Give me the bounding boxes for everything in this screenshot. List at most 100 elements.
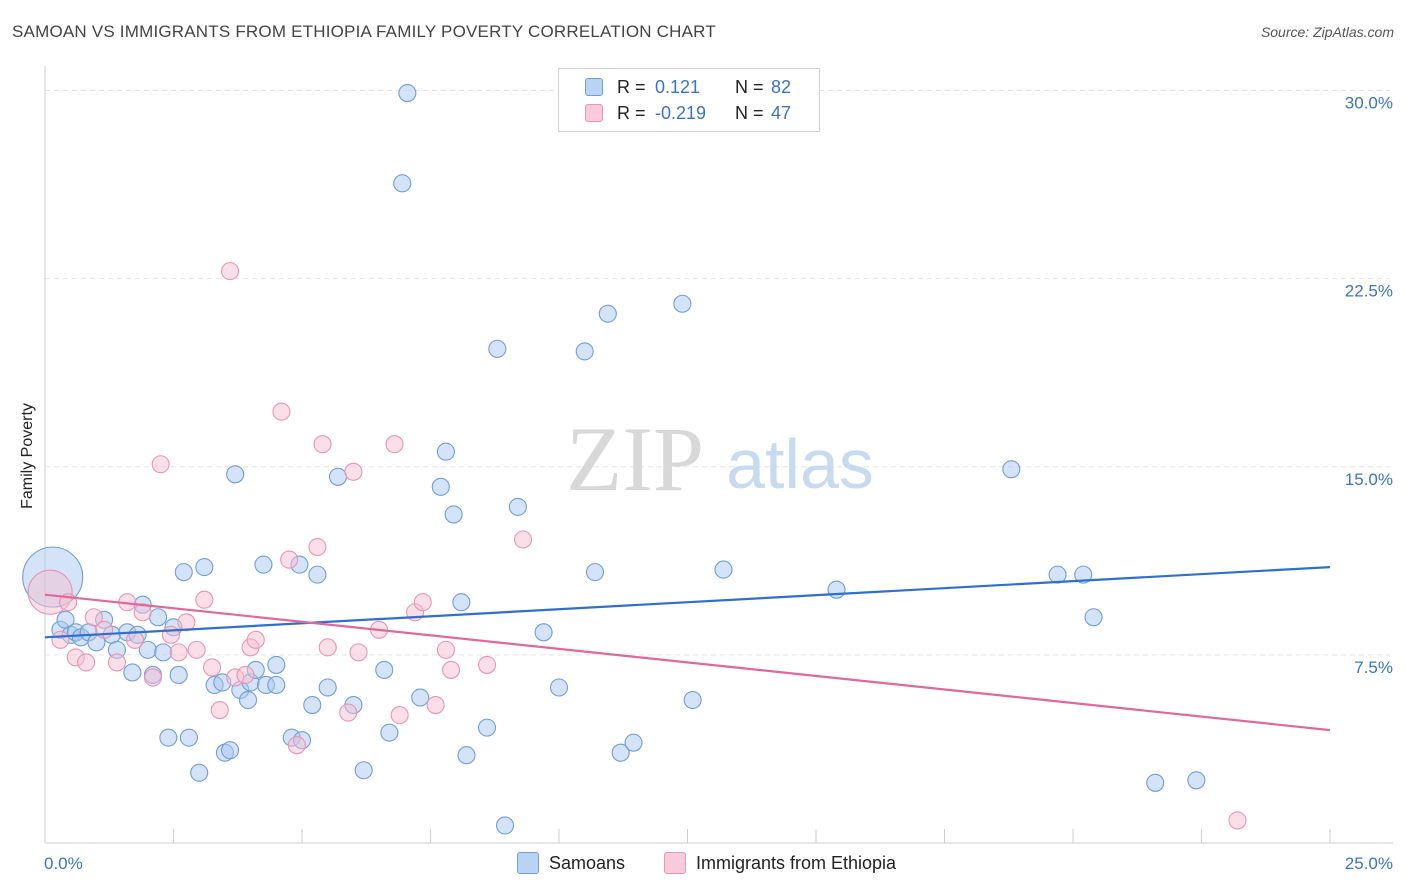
samoan-point — [1146, 773, 1165, 792]
ethiopia-point — [236, 665, 255, 685]
legend-swatch-pink — [585, 104, 603, 122]
samoan-point — [411, 688, 430, 707]
ethiopia-point — [161, 625, 180, 644]
legend-row-ethiopia: R = -0.219 N = 47 — [585, 100, 791, 126]
samoan-point — [452, 593, 471, 612]
samoan-point — [380, 723, 399, 742]
ethiopia-point — [442, 660, 461, 679]
samoan-point — [149, 608, 168, 627]
x-tick-label: 0.0% — [44, 854, 83, 873]
ethiopia-point — [413, 593, 432, 612]
legend-swatch-samoans — [517, 852, 539, 874]
samoan-point — [508, 497, 527, 516]
legend-label-samoans: Samoans — [549, 852, 626, 873]
ethiopia-point — [143, 668, 162, 687]
samoan-point — [598, 304, 617, 323]
ethiopia-point — [84, 608, 103, 627]
ethiopia-point — [210, 701, 229, 720]
samoan-point — [308, 565, 327, 584]
samoan-point — [174, 563, 193, 582]
ethiopia-point — [385, 435, 404, 454]
samoan-point — [431, 477, 450, 496]
legend-row-samoans: R = 0.121 N = 82 — [585, 74, 791, 100]
samoan-point — [477, 718, 497, 737]
samoan-point — [611, 743, 630, 762]
samoan-point — [123, 663, 142, 682]
samoan-point — [585, 563, 605, 582]
ethiopia-point — [318, 638, 337, 657]
samoan-point — [673, 294, 692, 313]
legend-r-label: R = — [617, 102, 646, 123]
samoan-point — [303, 695, 322, 715]
ethiopia-point — [177, 613, 196, 632]
samoan-point — [159, 728, 178, 747]
ethiopia-point — [436, 640, 455, 659]
samoan-point — [1187, 771, 1206, 790]
samoan-point — [154, 643, 173, 662]
ethiopia-point — [339, 703, 358, 722]
samoan-point — [169, 665, 188, 685]
legend-item-samoans[interactable]: Samoans — [517, 852, 625, 874]
ethiopia-point — [477, 655, 497, 674]
legend-n-label: N = — [735, 102, 764, 123]
samoan-point — [328, 467, 348, 486]
samoan-point — [488, 339, 507, 358]
legend-n-value: 82 — [771, 76, 792, 97]
samoan-point — [1074, 565, 1093, 584]
legend-swatch-blue — [585, 78, 603, 96]
y-tick-label: 22.5% — [1345, 282, 1393, 301]
y-tick-label: 7.5% — [1354, 658, 1393, 677]
ethiopia-point — [203, 658, 222, 677]
ethiopia-trend-line — [44, 593, 1331, 732]
ethiopia-point — [349, 643, 368, 662]
legend-n-label: N = — [735, 76, 764, 97]
ethiopia-point — [125, 630, 144, 649]
series-ethiopia — [27, 262, 1247, 830]
samoan-point — [714, 560, 733, 579]
ethiopia-point — [220, 262, 240, 281]
ethiopia-point — [187, 640, 206, 659]
samoan-point — [190, 763, 209, 782]
samoan-trend-line — [44, 566, 1331, 639]
legend-n-value: 47 — [771, 102, 792, 123]
samoan-point — [827, 580, 846, 599]
ethiopia-point — [513, 530, 533, 549]
samoan-point — [436, 442, 455, 461]
legend-r-value: 0.121 — [655, 76, 701, 97]
samoan-point — [238, 690, 258, 710]
watermark: ZIP atlas — [566, 408, 874, 510]
samoan-point — [398, 83, 417, 103]
ethiopia-point — [287, 736, 306, 755]
legend-item-ethiopia[interactable]: Immigrants from Ethiopia — [664, 852, 896, 874]
samoan-point — [375, 660, 394, 679]
watermark-zip: ZIP — [566, 408, 704, 510]
ethiopia-point — [133, 603, 152, 622]
samoan-point — [393, 174, 412, 193]
ethiopia-point — [344, 462, 363, 481]
ethiopia-point — [195, 590, 214, 609]
samoan-point — [254, 555, 273, 574]
y-tick-label: 15.0% — [1345, 470, 1393, 489]
chart-title: SAMOAN VS IMMIGRANTS FROM ETHIOPIA FAMIL… — [12, 22, 716, 41]
ethiopia-point — [426, 695, 445, 715]
trend-lines — [44, 566, 1331, 732]
ethiopia-point — [169, 643, 188, 662]
samoan-point — [575, 342, 594, 361]
samoan-point — [318, 678, 337, 697]
legend-swatch-ethiopia — [664, 852, 686, 874]
samoan-point — [457, 746, 476, 765]
samoan-point — [1002, 460, 1021, 479]
tick-labels: 7.5% 15.0% 22.5% 30.0% 0.0% 25.0% — [44, 94, 1393, 873]
samoan-point — [220, 741, 240, 760]
correlation-legend: R = 0.121 N = 82 R = -0.219 N = 47 — [558, 68, 820, 132]
samoan-point — [267, 675, 286, 695]
gridlines — [45, 90, 1390, 656]
ethiopia-point — [107, 653, 127, 672]
samoan-point — [549, 678, 569, 697]
legend-r-value: -0.219 — [655, 102, 707, 123]
samoan-point — [624, 733, 643, 752]
ethiopia-point — [308, 537, 327, 557]
samoan-point — [267, 655, 286, 674]
ethiopia-point — [246, 630, 265, 649]
samoan-point — [179, 728, 198, 747]
